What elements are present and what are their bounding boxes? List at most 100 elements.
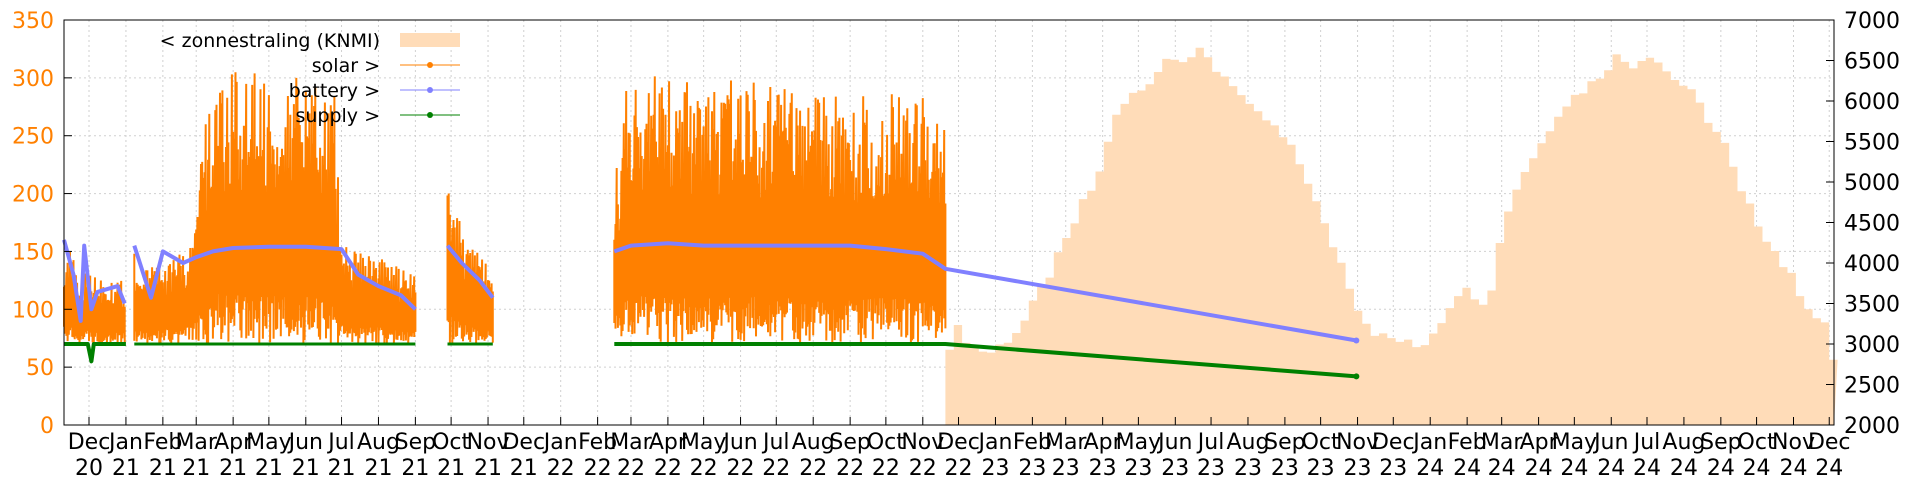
x-tick-year: 22 — [654, 456, 682, 480]
x-tick-month: May — [1552, 430, 1597, 455]
battery-series — [62, 239, 127, 323]
x-tick-year: 24 — [1525, 456, 1553, 480]
legend-swatch-dot — [427, 87, 433, 93]
x-tick-year: 23 — [1018, 456, 1046, 480]
x-tick-year: 21 — [328, 456, 356, 480]
x-tick-month: Jul — [326, 430, 355, 455]
solar-series — [63, 251, 126, 345]
left-tick-label: 50 — [26, 356, 54, 381]
x-tick-year: 23 — [1124, 456, 1152, 480]
x-tick-month: Dec — [502, 430, 545, 455]
axis-layer: 0 50 100 150 200 250 300 350 2000 2500 3000 3500 400… — [12, 9, 1900, 480]
solar-series — [446, 193, 494, 344]
x-tick-year: 22 — [690, 456, 718, 480]
right-tick-label: 4500 — [1844, 212, 1900, 237]
solar-series — [613, 76, 947, 344]
battery-series — [445, 244, 495, 299]
left-tick-label: 350 — [12, 9, 54, 34]
x-tick-month: Sep — [1700, 430, 1741, 455]
x-tick-month: Jul — [1632, 430, 1661, 455]
legend-label: solar > — [312, 55, 380, 77]
x-tick-month: Oct — [867, 430, 905, 455]
x-tick-month: Jul — [761, 430, 790, 455]
x-tick-year: 21 — [219, 456, 247, 480]
x-tick-year: 24 — [1633, 456, 1661, 480]
x-tick-year: 21 — [292, 456, 320, 480]
right-tick-label: 2000 — [1844, 414, 1900, 439]
x-tick-year: 23 — [1307, 456, 1335, 480]
x-tick-year: 22 — [945, 456, 973, 480]
x-tick-month: Mar — [610, 430, 652, 455]
x-tick-year: 21 — [364, 456, 392, 480]
right-tick-label: 5500 — [1844, 131, 1900, 156]
x-tick-month: May — [1116, 430, 1161, 455]
x-tick-year: 23 — [1161, 456, 1189, 480]
supply-series — [64, 342, 126, 364]
right-tick-label: 7000 — [1844, 9, 1900, 34]
right-tick-label: 3500 — [1844, 293, 1900, 318]
x-tick-month: Mar — [175, 430, 217, 455]
x-tick-year: 22 — [872, 456, 900, 480]
x-tick-year: 23 — [1197, 456, 1225, 480]
x-tick-year: 24 — [1416, 456, 1444, 480]
left-tick-label: 150 — [12, 240, 54, 265]
x-tick-year: 21 — [182, 456, 210, 480]
legend-label: supply > — [295, 105, 380, 127]
left-tick-label: 300 — [12, 67, 54, 92]
x-tick-month: Feb — [143, 430, 182, 455]
x-tick-year: 21 — [437, 456, 465, 480]
x-tick-month: Aug — [357, 430, 400, 455]
x-tick-month: Feb — [1013, 430, 1052, 455]
legend-label: < zonnestraling (KNMI) — [160, 30, 380, 52]
area-layer — [945, 47, 1838, 426]
x-tick-year: 21 — [149, 456, 177, 480]
legend-swatch-dot — [427, 112, 433, 118]
right-tick-label: 2500 — [1844, 374, 1900, 399]
left-tick-label: 0 — [40, 414, 54, 439]
x-tick-year: 24 — [1560, 456, 1588, 480]
legend: < zonnestraling (KNMI) solar > battery > su… — [160, 30, 460, 127]
x-tick-month: Dec — [68, 430, 111, 455]
x-tick-month: Nov — [1772, 430, 1815, 455]
x-tick-year: 23 — [1271, 456, 1299, 480]
right-tick-label: 5000 — [1844, 171, 1900, 196]
x-tick-month: Oct — [1302, 430, 1340, 455]
right-tick-label: 6500 — [1844, 50, 1900, 75]
x-tick-year: 24 — [1453, 456, 1481, 480]
x-tick-month: Oct — [432, 430, 470, 455]
x-tick-year: 24 — [1815, 456, 1843, 480]
x-tick-year: 20 — [75, 456, 103, 480]
x-tick-month: Aug — [1226, 430, 1269, 455]
left-tick-label: 100 — [12, 298, 54, 323]
legend-swatch-dot — [427, 62, 433, 68]
x-tick-month: Oct — [1738, 430, 1776, 455]
x-tick-month: Apr — [1084, 430, 1123, 455]
x-tick-month: Jan — [107, 430, 143, 455]
left-tick-label: 250 — [12, 125, 54, 150]
x-tick-month: Feb — [578, 430, 617, 455]
x-tick-year: 23 — [1089, 456, 1117, 480]
supply-series — [614, 342, 1357, 379]
legend-label: battery > — [289, 80, 380, 102]
supply-point — [1353, 373, 1360, 380]
x-tick-month: Jan — [542, 430, 578, 455]
x-tick-month: Sep — [829, 430, 870, 455]
x-tick-year: 23 — [1052, 456, 1080, 480]
x-tick-month: Mar — [1481, 430, 1523, 455]
x-tick-year: 24 — [1597, 456, 1625, 480]
x-tick-year: 21 — [112, 456, 140, 480]
x-tick-year: 24 — [1488, 456, 1516, 480]
x-tick-month: Jun — [287, 430, 323, 455]
x-tick-year: 24 — [1670, 456, 1698, 480]
battery-point — [1353, 337, 1360, 344]
x-tick-year: 22 — [617, 456, 645, 480]
x-tick-month: Jan — [976, 430, 1012, 455]
x-tick-year: 22 — [909, 456, 937, 480]
x-tick-year: 23 — [1344, 456, 1372, 480]
x-tick-month: Nov — [467, 430, 510, 455]
x-tick-month: Jun — [1156, 430, 1192, 455]
series-layer — [62, 72, 1360, 380]
x-tick-month: Aug — [1662, 430, 1705, 455]
x-tick-month: Aug — [792, 430, 835, 455]
